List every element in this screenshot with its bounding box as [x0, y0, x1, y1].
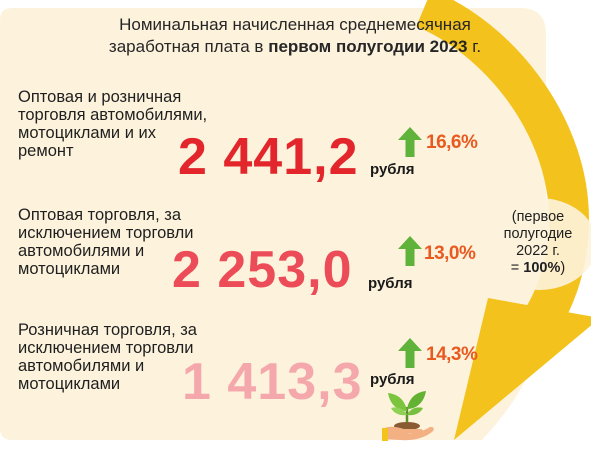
baseline-line: полугодие — [503, 226, 573, 242]
note-backdrop — [481, 198, 591, 290]
title-line-2: заработная плата в первом полугодии 2023… — [60, 36, 530, 58]
item-2-label-line: Оптовая торговля, за — [18, 206, 182, 224]
item-1-label: Оптовая и розничная торговля автомобилям… — [18, 88, 207, 160]
baseline-line: 2022 г. — [516, 243, 560, 259]
item-1-label-line: мотоциклами и их — [18, 124, 156, 142]
item-1-label-line: торговля автомобилями, — [18, 106, 208, 124]
baseline-prefix: = — [510, 260, 524, 276]
item-1-value: 2 441,2 — [178, 128, 359, 186]
baseline-line: = 100%) — [488, 260, 588, 277]
item-2-value: 2 253,0 — [172, 241, 353, 299]
item-3-label-line: мотоциклами — [18, 375, 121, 393]
item-3-label-line: автомобилями и — [18, 357, 145, 375]
item-2-unit: рубля — [368, 275, 413, 292]
title-period: первом полугодии 2023 — [268, 37, 468, 56]
item-1-unit: рубля — [370, 161, 415, 178]
item-2-label: Оптовая торговля, за исключением торговл… — [18, 206, 194, 278]
up-arrow-icon — [398, 236, 422, 266]
item-3-label-line: Розничная торговля, за — [18, 321, 197, 339]
plant-in-hand-icon — [382, 391, 434, 441]
title-suffix: г. — [467, 37, 482, 56]
up-arrow-icon — [398, 338, 422, 368]
item-1-change: 16,6% — [426, 132, 478, 153]
item-2-label-line: мотоциклами — [18, 260, 121, 278]
item-1-label-line: Оптовая и розничная — [18, 88, 182, 106]
yellow-arc-arrowhead — [454, 298, 591, 440]
up-arrow-icon — [398, 127, 422, 157]
item-1-label-line: ремонт — [18, 142, 74, 160]
item-2-label-line: исключением торговли — [18, 224, 194, 242]
page-title: Номинальная начисленная среднемесячная з… — [60, 14, 530, 58]
item-3-label: Розничная торговля, за исключением торго… — [18, 321, 197, 393]
cream-panel — [0, 8, 546, 440]
title-prefix: заработная плата в — [108, 37, 269, 56]
item-3-change: 14,3% — [426, 344, 478, 365]
item-3-value: 1 413,3 — [182, 353, 363, 411]
baseline-suffix: ) — [560, 260, 566, 276]
item-2-change: 13,0% — [424, 243, 476, 264]
item-2-label-line: автомобилями и — [18, 242, 145, 260]
title-line-1: Номинальная начисленная среднемесячная — [119, 15, 471, 34]
baseline-line: (первое — [511, 209, 565, 225]
item-3-unit: рубля — [370, 371, 415, 388]
baseline-note: (первое полугодие 2022 г. = 100%) — [488, 209, 588, 277]
item-3-label-line: исключением торговли — [18, 339, 194, 357]
baseline-percent: 100% — [523, 260, 561, 276]
